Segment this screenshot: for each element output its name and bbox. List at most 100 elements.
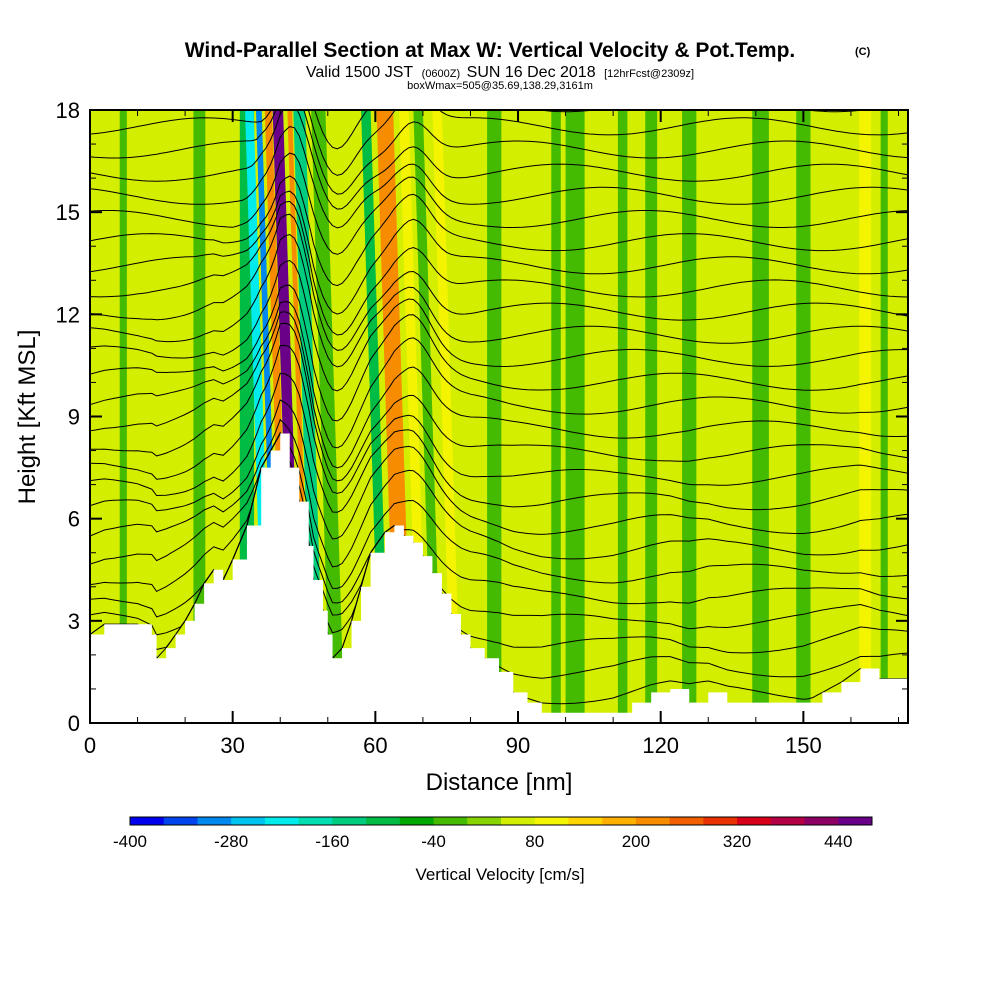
colorbar-swatch xyxy=(298,817,333,825)
colorbar-tick-label: 80 xyxy=(525,832,544,851)
forecast-label: [12hrFcst@2309z] xyxy=(604,68,694,80)
y-axis-label: Height [Kft MSL] xyxy=(14,330,41,505)
plot-area: 0 30 60 90 120 150 0 3 6 9 12 15 18 xyxy=(56,98,909,758)
colorbar-frame xyxy=(129,816,873,826)
isentrope-contour xyxy=(90,152,908,255)
isentrope-contour xyxy=(90,259,908,392)
colorbar-tick-label: 200 xyxy=(622,832,650,851)
isentrope-contour xyxy=(90,300,908,449)
colorbar-swatch xyxy=(433,817,468,825)
isentrope-contour xyxy=(90,110,908,210)
x-axis-label: Distance [nm] xyxy=(426,769,573,796)
isentrope-contour xyxy=(90,126,908,229)
velocity-band xyxy=(413,110,442,723)
velocity-band xyxy=(487,110,502,723)
colorbar-swatch xyxy=(737,817,772,825)
x-tick-label: 0 xyxy=(84,733,96,758)
x-tick-label: 90 xyxy=(506,733,530,758)
y-tick-label: 3 xyxy=(68,609,80,634)
velocity-band xyxy=(880,110,888,723)
colorbar-label: Vertical Velocity [cm/s] xyxy=(415,865,584,884)
axis-ticks: 0 30 60 90 120 150 0 3 6 9 12 15 18 xyxy=(56,98,908,758)
isentrope-contour xyxy=(90,233,908,368)
colorbar-swatch xyxy=(534,817,569,825)
colorbar-swatch xyxy=(770,817,806,825)
isentrope-contour xyxy=(90,213,908,351)
isentrope-contour xyxy=(90,284,908,422)
isentrope-contour xyxy=(90,432,908,630)
y-tick-label: 6 xyxy=(68,507,80,532)
box-info: boxWmax=505@35.69,138.29,3161m xyxy=(407,80,593,92)
isentrope-contour xyxy=(90,311,908,469)
colorbar-tick-label: -400 xyxy=(113,832,147,851)
velocity-band xyxy=(119,110,127,723)
colorbar-swatch xyxy=(130,817,165,825)
colorbar-swatch xyxy=(231,817,266,825)
velocity-band xyxy=(752,110,769,723)
isentrope-contour xyxy=(90,344,908,494)
chart-title: Wind-Parallel Section at Max W: Vertical… xyxy=(185,39,796,62)
colorbar-swatch xyxy=(467,817,502,825)
colorbar-swatch xyxy=(703,817,738,825)
x-tick-label: 30 xyxy=(220,733,244,758)
velocity-band xyxy=(432,110,461,723)
colorbar-tick-label: 440 xyxy=(824,832,852,851)
valid-date: SUN 16 Dec 2018 xyxy=(467,64,596,81)
velocity-band xyxy=(859,110,872,723)
velocity-band xyxy=(311,110,345,723)
x-tick-label: 150 xyxy=(785,733,822,758)
colorbar-tick-label: 320 xyxy=(723,832,751,851)
velocity-band xyxy=(682,110,697,723)
potential-temperature-contours xyxy=(90,110,908,705)
colorbar-swatch xyxy=(804,817,839,825)
colorbar-tick-label: -280 xyxy=(214,832,248,851)
valid-prefix: Valid 1500 JST xyxy=(306,64,414,81)
isentrope-contour xyxy=(90,399,908,540)
isentrope-contour xyxy=(90,190,908,315)
colorbar-swatch xyxy=(669,817,704,825)
isentrope-contour xyxy=(90,200,908,336)
isentrope-contour xyxy=(90,432,908,605)
colorbar-swatch xyxy=(197,817,232,825)
colorbar-swatch xyxy=(501,817,536,825)
terrain-mask xyxy=(90,433,908,723)
velocity-band xyxy=(645,110,658,723)
terrain xyxy=(90,433,908,723)
y-tick-label: 12 xyxy=(56,302,80,327)
isentrope-contour xyxy=(90,431,908,589)
y-tick-label: 9 xyxy=(68,405,80,430)
isentrope-contour xyxy=(90,418,908,568)
y-tick-label: 0 xyxy=(68,711,80,736)
isentrope-contour xyxy=(90,322,908,482)
colorbar: -400 -280 -160 -40 80 200 320 440 xyxy=(113,816,873,851)
colorbar-swatch xyxy=(399,817,435,825)
velocity-band xyxy=(293,110,325,723)
colorbar-swatch xyxy=(366,817,401,825)
velocity-band xyxy=(551,110,561,723)
isentrope-contour xyxy=(90,110,908,176)
colorbar-tick-label: -40 xyxy=(421,832,446,851)
colorbar-swatch xyxy=(635,817,671,825)
colorbar-tick-label: -160 xyxy=(315,832,349,851)
x-tick-label: 60 xyxy=(363,733,387,758)
isentrope-contour xyxy=(90,372,908,513)
velocity-band xyxy=(796,110,811,723)
colorbar-swatch xyxy=(602,817,637,825)
copyright-mark: (C) xyxy=(855,46,871,58)
colorbar-swatch xyxy=(163,817,198,825)
colorbar-swatch xyxy=(838,817,873,825)
colorbar-swatch xyxy=(568,817,603,825)
y-tick-label: 15 xyxy=(56,200,80,225)
valid-utc: (0600Z) xyxy=(422,68,461,80)
y-tick-label: 18 xyxy=(56,98,80,123)
velocity-band xyxy=(617,110,628,723)
valid-line: Valid 1500 JST (0600Z) SUN 16 Dec 2018 [… xyxy=(306,64,694,81)
velocity-band xyxy=(193,110,206,723)
colorbar-swatch xyxy=(264,817,300,825)
colorbar-swatch xyxy=(332,817,367,825)
isentrope-contour xyxy=(90,110,908,195)
velocity-band xyxy=(565,110,585,723)
isentrope-contour xyxy=(90,175,908,287)
x-tick-label: 120 xyxy=(642,733,679,758)
